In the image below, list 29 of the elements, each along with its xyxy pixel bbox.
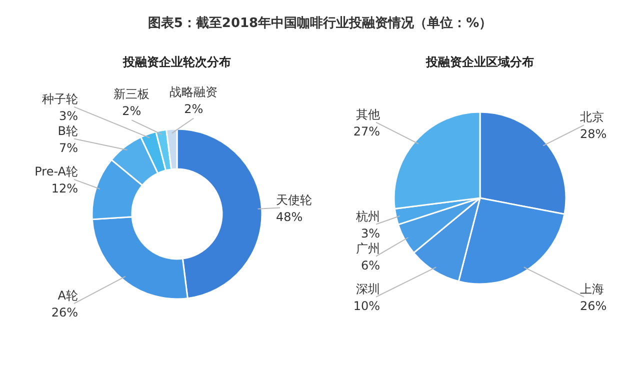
data-label: 2% (184, 102, 204, 116)
data-label: 26% (51, 306, 78, 320)
slice-label: A轮 (58, 288, 78, 303)
data-label: 48% (276, 210, 303, 224)
slice-label: 战略融资 (170, 85, 218, 100)
slice-label: 其他 (356, 107, 380, 122)
chart-subtitle: 投融资企业区域分布 (425, 55, 534, 69)
chart-subtitle: 投融资企业轮次分布 (122, 55, 231, 69)
slice-label: 种子轮 (42, 92, 78, 106)
chart-title: 图表5：截至2018年中国咖啡行业投融资情况（单位：%） (148, 15, 492, 31)
data-label: 12% (51, 181, 78, 196)
data-label: 7% (58, 140, 78, 155)
slice-label: 新三板 (114, 87, 150, 102)
slice-label: 广州 (356, 241, 380, 256)
data-label: 3% (360, 226, 380, 240)
data-label: 3% (58, 108, 78, 123)
slice-label: B轮 (58, 124, 78, 138)
slice-label: Pre-A轮 (34, 164, 78, 178)
data-label: 27% (353, 124, 380, 138)
slice-label: 杭州 (355, 209, 380, 224)
data-label: 26% (580, 298, 607, 313)
data-label: 2% (122, 104, 142, 118)
slice-label: 深圳 (356, 282, 380, 296)
data-label: 10% (353, 298, 380, 313)
data-label: 6% (360, 258, 380, 272)
slice-label: 天使轮 (276, 192, 312, 207)
slice-label: 北京 (580, 110, 604, 124)
slice-label: 上海 (580, 282, 604, 296)
data-label: 28% (580, 127, 607, 142)
